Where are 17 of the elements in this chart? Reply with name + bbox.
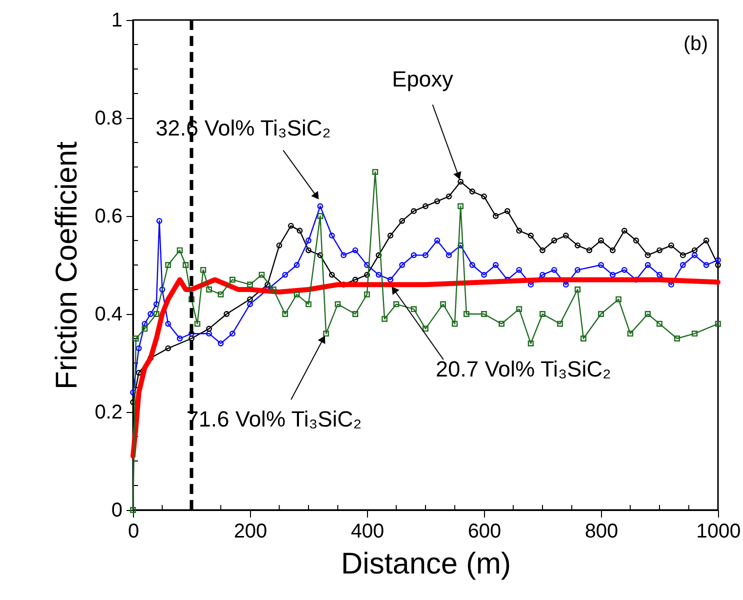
y-axis-title: Friction Coefficient	[50, 140, 84, 390]
y-tick-label: 0	[111, 500, 122, 522]
y-tick-label: 0.2	[94, 402, 122, 424]
x-tick-label: 1000	[696, 520, 741, 542]
annotation: 20.7 Vol% Ti₃SiC₂	[436, 356, 612, 382]
annotation: (b)	[684, 33, 708, 55]
y-tick-label: 1	[111, 10, 122, 32]
x-tick-label: 200	[234, 520, 268, 542]
annotation: Epoxy	[392, 66, 454, 92]
x-tick-label: 800	[584, 520, 618, 542]
y-tick-label: 0.4	[94, 304, 122, 326]
x-axis-title: Distance (m)	[340, 548, 512, 580]
x-tick-label: 600	[468, 520, 502, 542]
y-tick-label: 0.6	[94, 206, 122, 228]
x-tick-label: 0	[128, 520, 140, 542]
y-tick-label: 0.8	[94, 108, 122, 130]
x-tick-label: 400	[350, 520, 384, 542]
